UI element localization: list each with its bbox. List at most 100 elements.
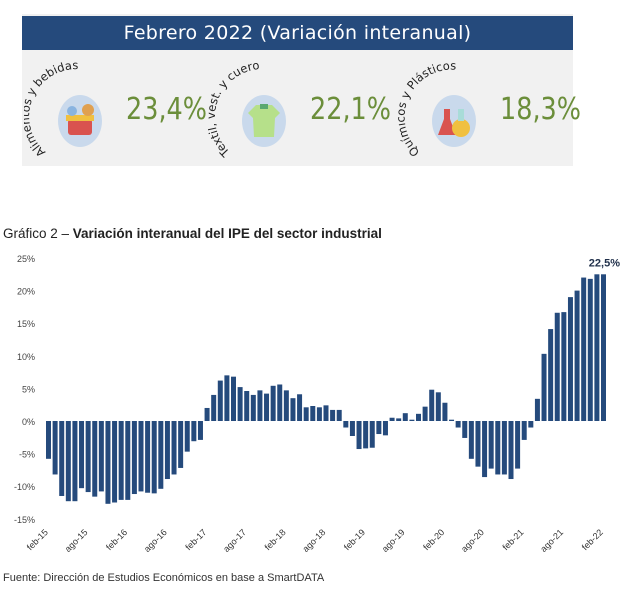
x-tick-label: feb-18: [263, 527, 288, 552]
bar: [349, 421, 355, 436]
bar: [191, 421, 197, 442]
bar: [52, 421, 58, 475]
bar: [468, 421, 474, 459]
y-tick-label: -10%: [14, 482, 35, 492]
y-tick-label: 0%: [22, 417, 35, 427]
bar: [343, 421, 349, 428]
x-tick-label: ago-21: [538, 527, 565, 554]
bar: [363, 421, 369, 449]
bar: [534, 398, 540, 421]
shirt-icon: [242, 95, 286, 147]
y-tick-label: 15%: [17, 319, 35, 329]
x-tick-label: ago-18: [301, 527, 328, 554]
bar: [429, 389, 435, 421]
bar: [112, 421, 118, 503]
bar: [409, 419, 415, 421]
y-tick-label: 20%: [17, 287, 35, 297]
bar: [475, 421, 481, 467]
bar: [330, 409, 336, 421]
kpi-value: 22,1%: [310, 92, 392, 127]
bar: [402, 413, 408, 421]
bar: [376, 421, 382, 435]
bar: [151, 421, 157, 494]
bar: [515, 421, 521, 469]
panel-header: Febrero 2022 (Variación interanual): [22, 16, 573, 50]
bar: [92, 421, 98, 497]
bar: [59, 421, 65, 496]
bar: [231, 376, 236, 421]
bar: [567, 297, 573, 421]
x-tick-label: ago-17: [221, 527, 248, 554]
bar: [72, 421, 78, 502]
bar: [303, 407, 309, 421]
data-label: 22,5%: [589, 257, 620, 269]
bar: [521, 421, 527, 440]
x-tick-label: ago-20: [459, 527, 486, 554]
bar: [264, 393, 270, 421]
bar: [224, 375, 230, 421]
bar-chart: -15% -10% -5% 0% 5% 10% 15% 20% 25% feb-15 ago-15 f…: [14, 254, 620, 554]
bar: [290, 398, 296, 421]
bar: [257, 390, 263, 421]
bar: [382, 421, 388, 436]
bar: [79, 421, 85, 489]
bar: [178, 421, 184, 468]
kpi-value: 18,3%: [500, 92, 582, 127]
x-tick-label: ago-19: [380, 527, 407, 554]
y-tick-label: 5%: [22, 384, 35, 394]
bar: [435, 392, 441, 421]
x-tick-label: feb-22: [580, 527, 605, 552]
kpi-value: 23,4%: [126, 92, 208, 127]
kpi-quimicos: Químicos y Plásticos 18,3%: [398, 52, 582, 162]
bar: [416, 413, 421, 421]
x-tick-label: ago-16: [142, 527, 169, 554]
bar: [594, 274, 600, 421]
bar: [554, 312, 560, 421]
bar: [574, 290, 580, 421]
bar: [237, 387, 243, 421]
bar: [164, 421, 170, 480]
bar: [369, 421, 375, 448]
y-tick-label: -5%: [19, 450, 35, 460]
bar: [508, 421, 514, 480]
y-tick-label: -15%: [14, 515, 35, 525]
bar: [98, 421, 104, 492]
bar: [270, 385, 276, 421]
bar: [389, 417, 395, 421]
bar: [65, 421, 71, 502]
bar: [316, 407, 322, 421]
x-tick-label: feb-15: [25, 527, 50, 552]
bar: [396, 418, 402, 421]
bar: [211, 394, 217, 421]
bar: [422, 406, 428, 421]
bar: [118, 421, 124, 500]
kpi-textil: Textil, vest. y cuero 22,1%: [208, 52, 392, 162]
x-tick-label: feb-17: [183, 527, 208, 552]
bar: [323, 405, 329, 421]
chart-title-prefix: Gráfico 2 –: [3, 226, 73, 241]
bar: [204, 407, 210, 421]
bar: [217, 380, 223, 421]
bar: [250, 394, 256, 421]
bar: [184, 421, 190, 452]
chart-title: Gráfico 2 – Variación interanual del IPE…: [3, 226, 382, 241]
bar: [297, 394, 303, 421]
x-tick-label: feb-21: [501, 527, 526, 552]
bar: [449, 419, 455, 421]
grocery-basket-icon: [58, 95, 102, 147]
bar: [85, 421, 91, 493]
bar: [488, 421, 494, 469]
bar: [581, 277, 587, 421]
chart-title-bold: Variación interanual del IPE del sector …: [72, 226, 382, 241]
bar: [528, 421, 534, 428]
bar: [310, 406, 316, 421]
bar: [125, 421, 131, 500]
x-tick-label: ago-15: [63, 527, 90, 554]
x-tick-label: feb-16: [104, 527, 129, 552]
y-tick-label: 10%: [17, 352, 35, 362]
source-note: Fuente: Dirección de Estudios Económicos…: [3, 572, 325, 584]
bar: [356, 421, 362, 450]
bar: [462, 421, 468, 438]
bar: [131, 421, 137, 495]
bar: [541, 353, 547, 421]
